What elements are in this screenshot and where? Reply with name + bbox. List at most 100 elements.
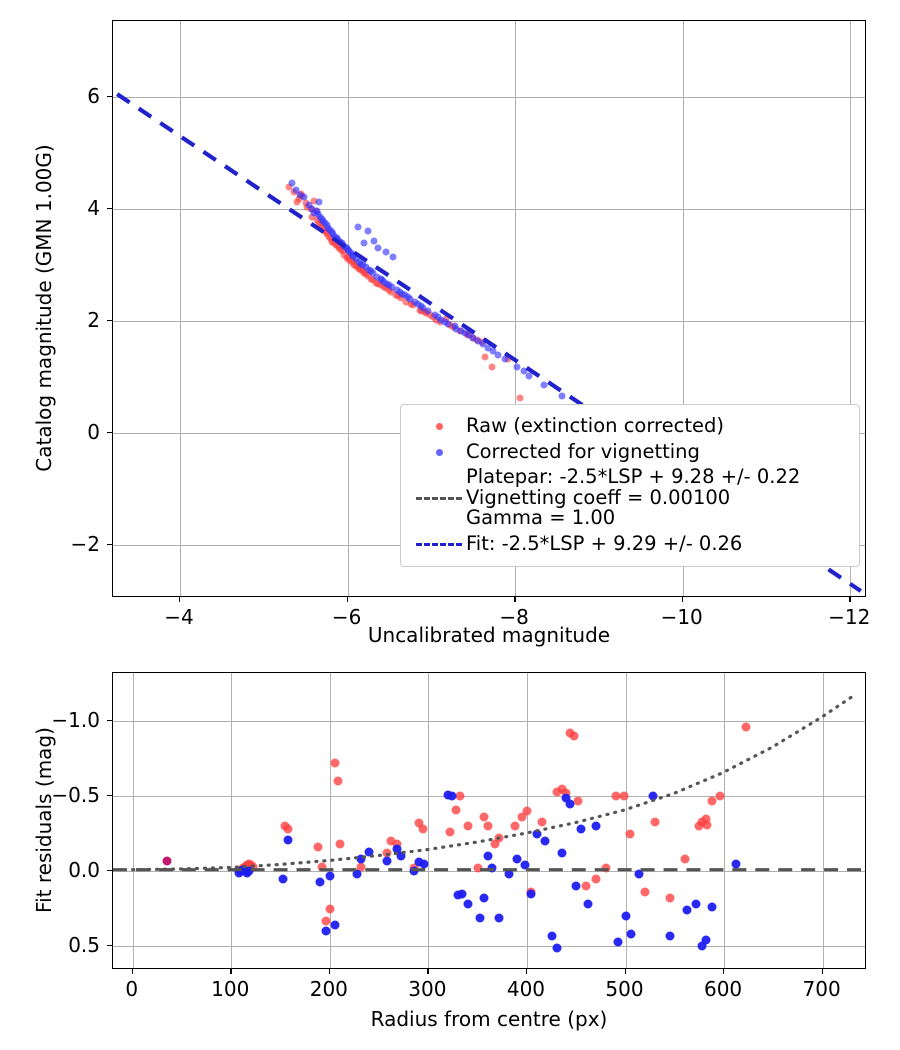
scatter-point-raw bbox=[619, 791, 629, 801]
gridline-horizontal bbox=[113, 796, 865, 797]
scatter-point-corrected bbox=[583, 899, 593, 909]
scatter-point-corrected bbox=[475, 913, 485, 922]
scatter-point-corrected bbox=[494, 913, 504, 922]
scatter-point-corrected bbox=[731, 859, 741, 868]
x-tick-label: 500 bbox=[605, 977, 644, 1001]
y-tick-mark bbox=[107, 431, 112, 434]
x-tick-label: −6 bbox=[331, 605, 362, 629]
top-xaxis-label: Uncalibrated magnitude bbox=[367, 623, 611, 647]
scatter-point-corrected bbox=[621, 911, 631, 921]
scatter-point-raw bbox=[335, 839, 345, 849]
scatter-point-corrected bbox=[385, 281, 393, 289]
scatter-point-corrected bbox=[626, 929, 636, 939]
x-tick-label: −4 bbox=[164, 605, 194, 629]
y-tick-label: 0.5 bbox=[68, 933, 100, 957]
gridline-vertical bbox=[822, 673, 824, 968]
legend-label-gamma: Gamma = 1.00 bbox=[466, 506, 616, 530]
x-tick-label: −8 bbox=[499, 605, 529, 629]
scatter-point-corrected bbox=[315, 877, 325, 886]
legend-marker-platepar-dashed-line bbox=[412, 465, 466, 531]
scatter-point-corrected bbox=[479, 893, 489, 903]
scatter-point-corrected bbox=[591, 821, 601, 831]
legend-label-vignetting-coeff: Vignetting coeff = 0.00100 bbox=[466, 485, 731, 509]
scatter-point-corrected bbox=[441, 318, 449, 326]
scatter-point-corrected bbox=[352, 869, 362, 879]
scatter-point-corrected bbox=[576, 824, 586, 834]
legend-entry-corrected: Corrected for vignetting bbox=[412, 439, 848, 465]
scatter-point-corrected bbox=[707, 902, 717, 912]
legend-marker-corrected-dot bbox=[412, 439, 466, 465]
scatter-point-corrected bbox=[465, 331, 473, 339]
scatter-point-raw bbox=[601, 863, 611, 873]
scatter-point-corrected bbox=[701, 935, 711, 945]
x-tick-label: 0 bbox=[125, 977, 139, 1001]
legend-label-raw: Raw (extinction corrected) bbox=[466, 413, 724, 437]
scatter-point-corrected bbox=[697, 941, 707, 951]
gridline-horizontal bbox=[113, 721, 865, 722]
x-tick-mark bbox=[514, 597, 516, 602]
scatter-point-raw bbox=[510, 821, 520, 831]
scatter-point-raw bbox=[333, 776, 343, 786]
scatter-point-corrected bbox=[389, 253, 397, 261]
scatter-point-corrected bbox=[571, 881, 581, 891]
scatter-point-corrected bbox=[457, 889, 467, 898]
scatter-point-raw bbox=[573, 796, 583, 805]
scatter-point-raw bbox=[591, 874, 601, 883]
x-tick-label: 300 bbox=[408, 977, 447, 1001]
scatter-point-corrected bbox=[364, 227, 372, 235]
scatter-point-raw bbox=[283, 824, 293, 834]
scatter-point-corrected bbox=[457, 327, 465, 335]
scatter-point-corrected bbox=[682, 905, 692, 915]
scatter-point-corrected bbox=[356, 854, 366, 864]
scatter-point-raw bbox=[325, 904, 335, 913]
scatter-point-raw bbox=[569, 731, 579, 741]
scatter-point-corrected bbox=[409, 866, 419, 876]
y-tick-mark bbox=[107, 870, 112, 872]
x-tick-label: 200 bbox=[309, 977, 348, 1001]
scatter-point-corrected bbox=[501, 355, 509, 363]
scatter-point-raw bbox=[516, 394, 524, 402]
scatter-point-corrected bbox=[463, 899, 473, 909]
scatter-point-corrected bbox=[419, 304, 427, 312]
scatter-point-corrected bbox=[315, 198, 323, 206]
y-tick-mark bbox=[107, 795, 112, 797]
x-tick-label: 100 bbox=[211, 977, 250, 1001]
scatter-point-corrected bbox=[474, 337, 482, 345]
scatter-point-corrected bbox=[382, 856, 392, 865]
scatter-point-raw bbox=[418, 824, 428, 834]
legend-marker-fit-dashed-line bbox=[412, 531, 466, 557]
scatter-point-corrected bbox=[447, 791, 457, 801]
gridline-horizontal bbox=[113, 946, 865, 947]
scatter-point-raw bbox=[317, 862, 327, 871]
x-tick-mark bbox=[821, 969, 824, 974]
gridline-vertical bbox=[180, 21, 182, 596]
x-tick-label: 400 bbox=[506, 977, 546, 1001]
scatter-point-corrected bbox=[357, 260, 365, 268]
scatter-point-corrected bbox=[613, 937, 623, 946]
scatter-point-corrected bbox=[494, 351, 502, 359]
scatter-point-corrected bbox=[367, 267, 375, 275]
gridline-vertical bbox=[724, 673, 726, 968]
y-tick-label: 0.0 bbox=[68, 858, 100, 882]
scatter-point-corrected bbox=[296, 191, 304, 199]
scatter-point-overlap bbox=[162, 856, 172, 865]
scatter-point-raw bbox=[481, 353, 489, 361]
scatter-point-corrected bbox=[354, 223, 362, 231]
y-tick-label: −0.5 bbox=[51, 783, 100, 807]
scatter-point-corrected bbox=[487, 863, 497, 873]
legend-entry-raw: Raw (extinction corrected) bbox=[412, 413, 848, 439]
scatter-point-corrected bbox=[665, 931, 675, 940]
gridline-horizontal bbox=[113, 320, 865, 322]
scatter-point-corrected bbox=[547, 931, 557, 940]
y-tick-mark bbox=[107, 720, 112, 722]
y-tick-label: 2 bbox=[87, 307, 100, 332]
scatter-point-raw bbox=[330, 758, 340, 768]
scatter-point-raw bbox=[293, 198, 301, 206]
scatter-point-corrected bbox=[526, 889, 536, 898]
x-tick-mark bbox=[179, 597, 181, 602]
scatter-point-raw bbox=[537, 817, 547, 826]
x-tick-mark bbox=[681, 597, 684, 602]
x-tick-mark bbox=[131, 969, 134, 974]
scatter-point-corrected bbox=[345, 247, 353, 255]
scatter-point-corrected bbox=[691, 899, 701, 909]
